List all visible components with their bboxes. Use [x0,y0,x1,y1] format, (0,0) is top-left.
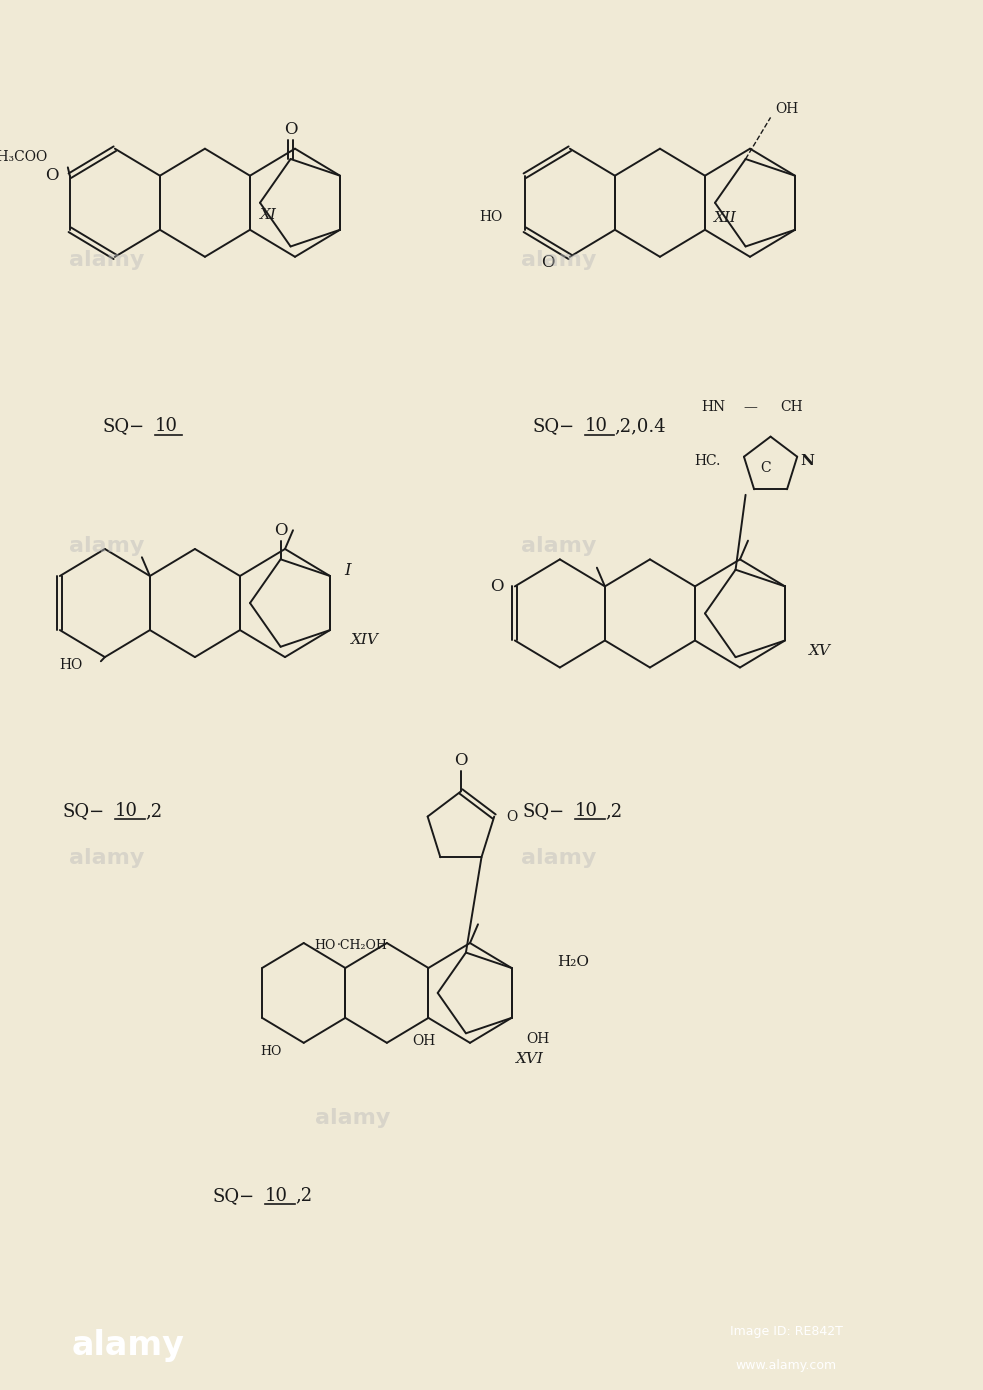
Text: I: I [345,563,351,580]
Text: alamy: alamy [521,537,597,556]
Text: O: O [274,521,287,539]
Text: alamy: alamy [315,1108,390,1127]
Text: HO: HO [60,659,83,673]
Text: C: C [760,461,771,475]
Text: www.alamy.com: www.alamy.com [736,1359,837,1372]
Text: alamy: alamy [69,848,145,867]
Text: 10: 10 [265,1187,288,1205]
Text: ,2: ,2 [605,802,622,820]
Text: XI: XI [260,208,276,222]
Text: O: O [45,167,59,185]
Text: XII: XII [714,211,736,225]
Text: XV: XV [809,644,831,657]
Text: SQ−: SQ− [212,1187,255,1205]
Text: O: O [454,752,468,769]
Text: HC.: HC. [694,453,721,467]
Text: Image ID: RE842T: Image ID: RE842T [730,1325,842,1339]
Text: CH₃COO: CH₃COO [0,150,48,164]
Text: ,2: ,2 [145,802,162,820]
Text: ·CH₂OH: ·CH₂OH [337,938,388,952]
Text: OH: OH [776,101,799,117]
Text: alamy: alamy [69,537,145,556]
Text: OH: OH [527,1031,549,1045]
Text: SQ−: SQ− [103,417,145,435]
Text: SQ−: SQ− [63,802,105,820]
Text: ,2: ,2 [295,1187,313,1205]
Text: HN: HN [702,400,725,414]
Text: O: O [284,121,297,139]
Text: O: O [541,253,554,271]
Text: O: O [491,578,503,595]
Text: —: — [744,400,758,414]
Text: SQ−: SQ− [533,417,575,435]
Text: ,2,0.4: ,2,0.4 [614,417,665,435]
Text: SQ−: SQ− [523,802,565,820]
Text: H₂O: H₂O [557,955,590,969]
Text: OH: OH [412,1034,435,1048]
Text: 10: 10 [575,802,598,820]
Text: HO: HO [260,1045,282,1058]
Text: alamy: alamy [69,250,145,270]
Text: HO: HO [314,938,335,952]
Text: XIV: XIV [351,634,379,648]
Text: O: O [506,809,518,823]
Text: N: N [800,453,815,467]
Text: alamy: alamy [72,1329,184,1362]
Text: HO: HO [480,210,503,224]
Text: alamy: alamy [521,250,597,270]
Text: CH: CH [781,400,803,414]
Text: 10: 10 [155,417,178,435]
Text: alamy: alamy [521,848,597,867]
Text: XVI: XVI [516,1052,544,1066]
Text: 10: 10 [585,417,608,435]
Text: 10: 10 [115,802,138,820]
